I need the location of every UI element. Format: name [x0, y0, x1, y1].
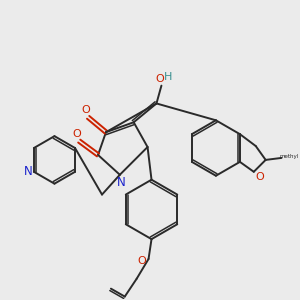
Text: O: O [137, 256, 146, 266]
Text: O: O [255, 172, 264, 182]
Text: O: O [82, 105, 91, 116]
Text: N: N [116, 176, 125, 189]
Text: methyl: methyl [280, 154, 299, 159]
Text: O: O [155, 74, 164, 84]
Text: N: N [24, 165, 32, 178]
Text: H: H [164, 72, 172, 82]
Text: O: O [73, 129, 82, 139]
